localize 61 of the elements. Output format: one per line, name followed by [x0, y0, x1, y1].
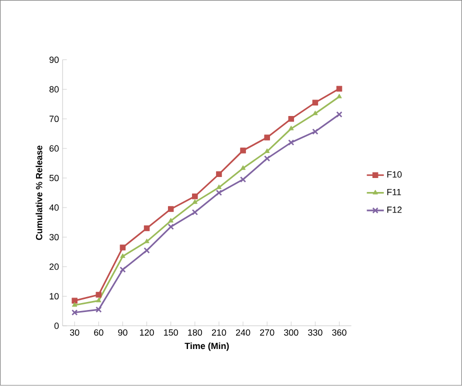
- x-tick-label: 210: [212, 330, 226, 336]
- point: [264, 134, 270, 141]
- y-tick-label: 70: [50, 116, 59, 122]
- point: [96, 292, 102, 298]
- point: [216, 190, 222, 196]
- point: [120, 254, 126, 258]
- point: [192, 194, 198, 200]
- point: [192, 200, 198, 204]
- point: [216, 184, 222, 190]
- point: [312, 110, 318, 116]
- point: [168, 206, 174, 212]
- point: [192, 209, 198, 216]
- point: [240, 176, 246, 183]
- y-tick-label: 20: [50, 264, 59, 270]
- point: [288, 126, 294, 130]
- point: [264, 156, 270, 162]
- point: [240, 166, 246, 170]
- x-tick-label: 240: [236, 330, 250, 336]
- y-tick-label: 0: [54, 322, 59, 330]
- y-tick-label: 80: [49, 86, 59, 93]
- point: [144, 226, 150, 232]
- x-tick-label: 30: [70, 330, 80, 336]
- point: [72, 302, 78, 307]
- x-tick-label: 120: [140, 330, 154, 336]
- point: [288, 116, 294, 122]
- legend-label: F12: [387, 206, 402, 214]
- y-tick-label: 90: [50, 56, 59, 64]
- legend-label: F11: [387, 189, 401, 196]
- point: [144, 238, 150, 244]
- point: [336, 86, 342, 92]
- point: [264, 148, 270, 154]
- x-tick-label: 60: [94, 330, 104, 336]
- point: [288, 140, 294, 146]
- point: [168, 218, 174, 223]
- x-tick-label: 270: [260, 330, 274, 336]
- point: [96, 298, 102, 303]
- point: [120, 266, 126, 273]
- y-tick-label: 40: [49, 204, 59, 211]
- legend-label: F10: [387, 171, 402, 178]
- y-tick-label: 60: [50, 145, 59, 152]
- y-tick-label: 10: [50, 293, 59, 300]
- x-tick-label: 150: [164, 330, 178, 336]
- point: [336, 94, 342, 99]
- x-tick-label: 180: [188, 330, 202, 336]
- point: [120, 244, 126, 251]
- x-tick-label: 90: [118, 330, 128, 336]
- point: [96, 306, 102, 313]
- y-tick-label: 50: [49, 175, 59, 182]
- point: [72, 298, 78, 304]
- y-axis-title: Cumulative % Release: [36, 146, 42, 240]
- x-axis-title: Time (Min): [184, 342, 229, 352]
- x-tick-label: 300: [284, 330, 298, 336]
- point: [168, 224, 174, 230]
- x-tick-label: 330: [308, 330, 322, 336]
- point: [312, 128, 318, 135]
- y-tick-label: 30: [49, 234, 59, 241]
- x-tick-label: 360: [332, 330, 346, 336]
- point: [216, 171, 222, 178]
- point: [144, 248, 150, 254]
- point: [240, 148, 246, 154]
- point: [312, 100, 318, 106]
